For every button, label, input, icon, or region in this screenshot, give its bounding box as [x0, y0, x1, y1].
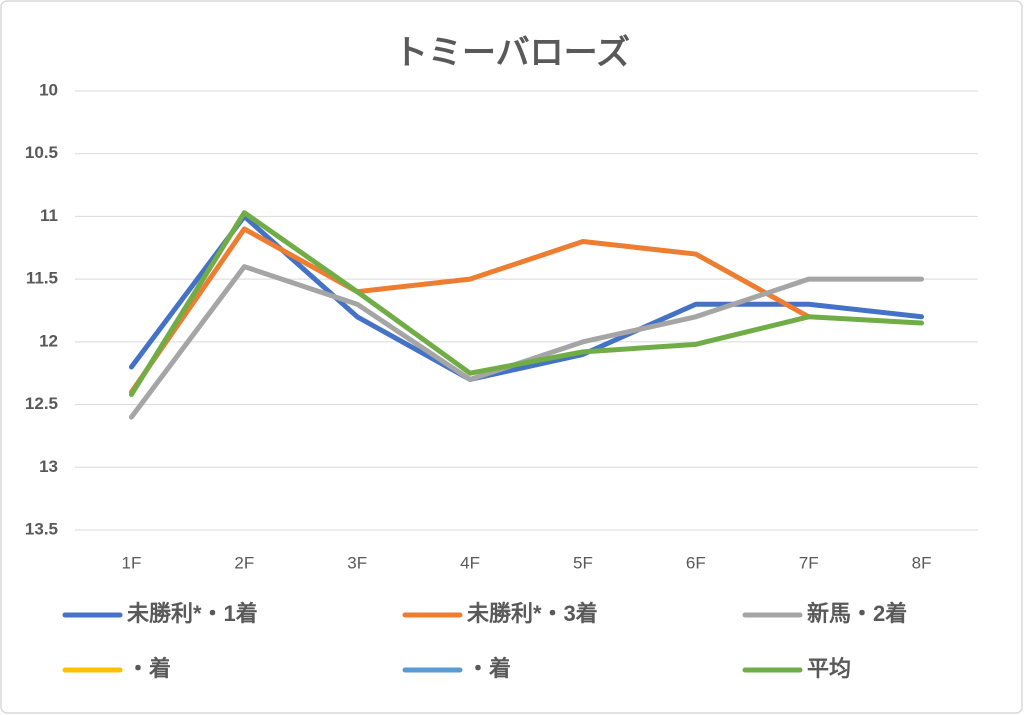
- series-line: [128, 226, 812, 395]
- x-tick-label: 7F: [799, 553, 819, 572]
- y-tick-label: 13: [39, 457, 58, 476]
- y-tick-label: 10: [39, 80, 58, 99]
- y-tick-label: 10.5: [25, 143, 58, 162]
- y-tick-label: 11: [40, 206, 58, 225]
- legend-label: ・着: [127, 656, 171, 681]
- series-line: [128, 210, 925, 398]
- chart-title: トミーバローズ: [394, 33, 630, 72]
- legend-label: ・着: [467, 656, 511, 681]
- x-tick-label: 6F: [686, 553, 706, 572]
- y-tick-label: 13.5: [25, 519, 58, 538]
- legend-label: 未勝利*・1着: [127, 601, 258, 626]
- x-tick-label: 1F: [122, 553, 142, 572]
- y-tick-label: 11.5: [26, 269, 58, 288]
- x-tick-label: 8F: [912, 553, 932, 572]
- legend-label: 平均: [807, 656, 851, 681]
- x-tick-label: 3F: [347, 553, 367, 572]
- x-tick-label: 4F: [460, 553, 480, 572]
- y-tick-label: 12: [39, 331, 58, 350]
- legend-label: 未勝利*・3着: [467, 601, 598, 626]
- legend-label: 新馬・2着: [807, 601, 907, 626]
- x-tick-label: 5F: [573, 553, 593, 572]
- x-tick-label: 2F: [234, 553, 254, 572]
- y-tick-label: 12.5: [25, 394, 58, 413]
